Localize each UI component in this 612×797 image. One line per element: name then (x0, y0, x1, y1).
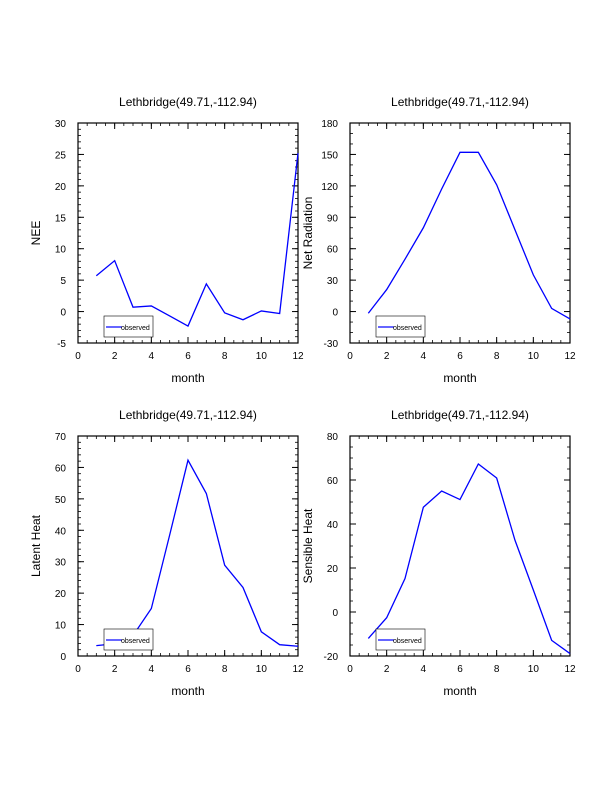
legend-label: observed (121, 325, 150, 332)
x-tick-label: 12 (292, 351, 304, 362)
x-tick-label: 8 (494, 351, 500, 362)
plot-frame (350, 436, 570, 656)
series-line-observed (96, 460, 298, 646)
y-tick-label: 0 (60, 308, 66, 319)
y-tick-label: 25 (55, 150, 67, 161)
legend-label: observed (121, 638, 150, 645)
y-tick-label: 0 (332, 608, 338, 619)
x-tick-label: 10 (528, 664, 540, 675)
y-tick-label: 40 (55, 526, 67, 537)
y-tick-label: 20 (55, 589, 67, 600)
y-tick-label: 50 (55, 495, 67, 506)
plot-frame (78, 123, 298, 343)
x-tick-label: 4 (149, 351, 155, 362)
x-tick-label: 6 (457, 351, 463, 362)
y-tick-label: 10 (55, 245, 67, 256)
plot-frame (78, 436, 298, 656)
legend-label: observed (393, 325, 422, 332)
x-tick-label: 0 (75, 351, 81, 362)
y-tick-label: 80 (327, 432, 339, 443)
y-tick-label: 0 (60, 652, 66, 663)
y-tick-label: 70 (55, 432, 67, 443)
legend-label: observed (393, 638, 422, 645)
chart-panel: 0 2 4 6 8 10 12 0 10 20 30 40 50 60 70 Lethbridge(49.71… (29, 408, 304, 698)
x-tick-label: 6 (185, 351, 191, 362)
x-tick-label: 4 (421, 664, 427, 675)
x-tick-label: 10 (256, 664, 268, 675)
y-tick-label: 180 (321, 119, 338, 130)
y-tick-label: 30 (327, 276, 339, 287)
legend: observed (104, 316, 153, 337)
chart-title: Lethbridge(49.71,-112.94) (391, 95, 529, 109)
chart-panel: 0 2 4 6 8 10 12 -5 0 5 10 15 20 25 30 Lethbridge(49.71,… (29, 95, 304, 385)
x-tick-label: 4 (149, 664, 155, 675)
x-tick-label: 12 (564, 664, 576, 675)
x-tick-label: 6 (457, 664, 463, 675)
legend: observed (104, 629, 153, 650)
y-tick-label: 60 (55, 463, 67, 474)
x-tick-label: 10 (528, 351, 540, 362)
x-tick-label: 0 (347, 351, 353, 362)
chart-panel: 0 2 4 6 8 10 12 -30 0 30 60 90 120 150 180 Lethbridge(4… (301, 95, 576, 385)
chart-title: Lethbridge(49.71,-112.94) (391, 408, 529, 422)
x-tick-label: 4 (421, 351, 427, 362)
x-axis-label: month (443, 684, 476, 698)
chart-title: Lethbridge(49.71,-112.94) (119, 408, 257, 422)
y-tick-label: 15 (55, 213, 67, 224)
y-tick-label: 40 (327, 520, 339, 531)
x-tick-label: 2 (112, 664, 118, 675)
y-tick-label: 60 (327, 476, 339, 487)
x-tick-label: 8 (222, 351, 228, 362)
x-tick-label: 8 (494, 664, 500, 675)
x-axis-label: month (443, 371, 476, 385)
x-tick-label: 12 (292, 664, 304, 675)
x-tick-label: 8 (222, 664, 228, 675)
x-axis-label: month (171, 371, 204, 385)
y-tick-label: 30 (55, 558, 67, 569)
x-tick-label: 6 (185, 664, 191, 675)
legend: observed (376, 629, 425, 650)
series-line-observed (368, 464, 570, 654)
legend: observed (376, 316, 425, 337)
series-line-observed (96, 153, 298, 326)
y-axis-label: Latent Heat (29, 514, 43, 577)
y-tick-label: 150 (321, 150, 338, 161)
x-tick-label: 0 (347, 664, 353, 675)
y-axis-label: Net Radiation (301, 197, 315, 270)
y-tick-label: 60 (327, 245, 339, 256)
x-tick-label: 2 (384, 664, 390, 675)
series-line-observed (368, 152, 570, 319)
x-tick-label: 2 (384, 351, 390, 362)
y-tick-label: 120 (321, 182, 338, 193)
y-tick-label: -30 (324, 339, 339, 350)
y-tick-label: 10 (55, 621, 67, 632)
y-axis-label: Sensible Heat (301, 508, 315, 583)
chart-panel: 0 2 4 6 8 10 12 -20 0 20 40 60 80 Lethbridge(49.71,-1… (301, 408, 576, 698)
x-tick-label: 0 (75, 664, 81, 675)
y-tick-label: 90 (327, 213, 339, 224)
y-tick-label: 30 (55, 119, 67, 130)
y-tick-label: 0 (332, 308, 338, 319)
chart-title: Lethbridge(49.71,-112.94) (119, 95, 257, 109)
y-tick-label: 20 (55, 182, 67, 193)
y-axis-label: NEE (29, 221, 43, 246)
x-tick-label: 2 (112, 351, 118, 362)
x-axis-label: month (171, 684, 204, 698)
y-tick-label: -5 (57, 339, 66, 350)
plot-frame (350, 123, 570, 343)
x-tick-label: 10 (256, 351, 268, 362)
y-tick-label: 5 (60, 276, 66, 287)
y-tick-label: -20 (324, 652, 339, 663)
x-tick-label: 12 (564, 351, 576, 362)
y-tick-label: 20 (327, 564, 339, 575)
